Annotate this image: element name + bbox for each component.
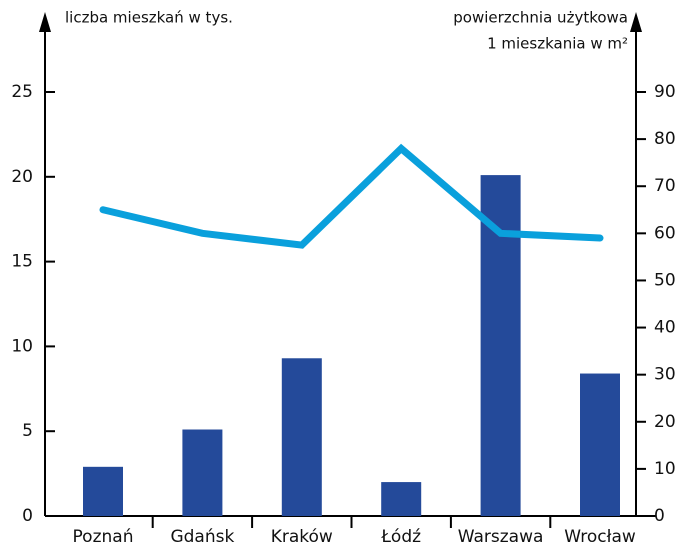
x-tick-label: Łódź [380,527,421,547]
bar [182,429,223,516]
bar [480,175,521,516]
y-axis-label: liczba mieszkań w tys. [65,9,233,27]
y2-tick-label: 60 [654,223,676,243]
y-tick-label: 0 [22,506,33,526]
y-tick-label: 15 [11,252,33,272]
y2-tick-label: 50 [654,270,676,290]
y-axis-arrow [39,12,51,32]
x-tick-label: Kraków [271,527,333,547]
x-tick-label: Wrocław [564,527,636,547]
bar [580,373,620,516]
y2-axis-arrow [630,12,642,32]
y2-axis-label: powierzchnia użytkowa [453,9,628,27]
y2-tick-label: 40 [654,318,676,338]
y-tick-label: 5 [22,421,33,441]
y2-tick-label: 90 [654,82,676,102]
y-tick-label: 20 [11,167,33,187]
bar [83,466,123,516]
y2-tick-label: 10 [654,459,676,479]
y-tick-label: 25 [11,82,33,102]
y2-axis-label: 1 mieszkania w m² [487,35,628,53]
bar [281,358,322,516]
y2-tick-label: 20 [654,412,676,432]
x-tick-label: Warszawa [458,527,544,547]
x-tick-label: Poznań [73,527,134,547]
bar [381,482,422,516]
y-tick-label: 10 [11,336,33,356]
x-tick-label: Gdańsk [170,527,234,547]
y2-tick-label: 70 [654,176,676,196]
y2-tick-label: 80 [654,129,676,149]
y2-tick-label: 30 [654,365,676,385]
line [99,143,604,249]
y2-tick-label: 0 [654,506,665,526]
